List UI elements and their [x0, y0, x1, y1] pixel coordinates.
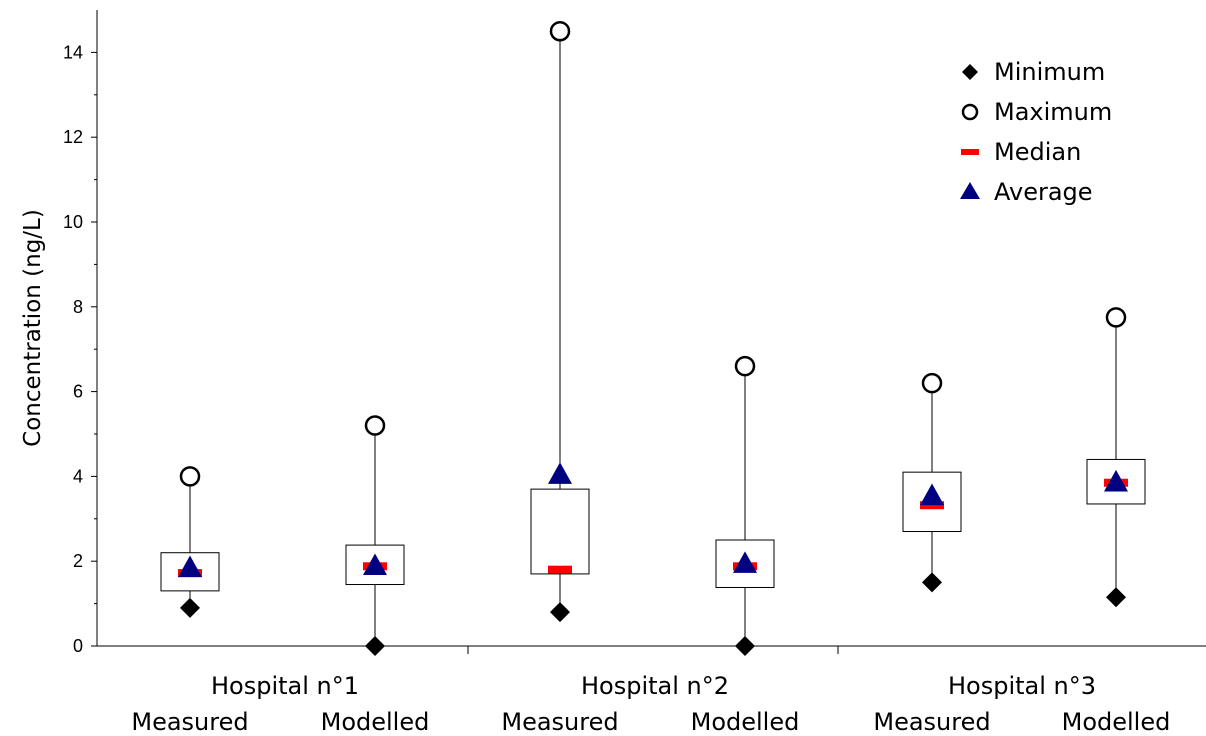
legend-label: Average: [994, 178, 1093, 206]
category-label: Measured: [873, 708, 990, 736]
category-label: Measured: [131, 708, 248, 736]
minimum-marker: [1106, 587, 1126, 608]
legend-item-min: Minimum: [962, 58, 1105, 86]
average-marker: [178, 555, 202, 578]
maximum-marker: [921, 372, 943, 394]
legend-circle-icon: [961, 103, 979, 121]
legend-item-median: Median: [961, 138, 1081, 166]
median-marker: [548, 565, 572, 574]
legend-dash-icon: [961, 149, 979, 155]
category-label: Modelled: [691, 708, 800, 736]
legend-item-max: Maximum: [961, 98, 1112, 126]
maximum-marker: [179, 466, 201, 487]
box-item: [1086, 307, 1146, 608]
minimum-marker: [922, 572, 942, 593]
category-label: Modelled: [1062, 708, 1171, 736]
minimum-marker: [365, 636, 385, 656]
box-item: [715, 355, 775, 656]
group-label: Hospital n°3: [948, 672, 1096, 700]
y-tick-label: 2: [73, 551, 83, 571]
legend: Minimum Maximum Median Average: [960, 58, 1112, 206]
maximum-marker: [734, 355, 756, 377]
legend-triangle-icon: [960, 182, 980, 199]
box-item: [530, 20, 590, 623]
y-tick-label: 14: [63, 42, 83, 62]
box-item: [345, 415, 405, 656]
legend-label: Median: [994, 138, 1081, 166]
legend-label: Maximum: [994, 98, 1112, 126]
category-label: Measured: [501, 708, 618, 736]
box-item: [160, 466, 220, 618]
legend-diamond-icon: [962, 64, 978, 80]
y-tick-label: 8: [73, 297, 83, 317]
average-marker: [920, 483, 944, 506]
average-marker: [1104, 469, 1128, 492]
y-tick-label: 0: [73, 636, 83, 656]
box-item: [902, 372, 962, 593]
average-marker: [733, 551, 757, 573]
minimum-marker: [735, 636, 755, 656]
axes: 0 2 4 6 8 10 12 14 Concentration (ng/L) Hospital …: [20, 10, 1206, 736]
legend-label: Minimum: [994, 58, 1105, 86]
minimum-marker: [550, 602, 570, 623]
minimum-marker: [180, 597, 200, 618]
maximum-marker: [549, 20, 571, 42]
median-marker: [920, 501, 944, 510]
y-tick-label: 10: [63, 212, 83, 232]
average-marker: [363, 553, 387, 576]
plot-area: [160, 20, 1146, 656]
maximum-marker: [1105, 307, 1127, 328]
y-tick-label: 12: [63, 127, 83, 147]
legend-item-average: Average: [960, 178, 1093, 206]
iqr-box: [530, 488, 590, 575]
average-marker: [548, 462, 572, 484]
category-label: Modelled: [321, 708, 430, 736]
maximum-marker: [364, 415, 386, 436]
y-tick-label: 4: [73, 466, 83, 486]
y-axis-label: Concentration (ng/L): [20, 209, 46, 447]
group-label: Hospital n°1: [211, 672, 359, 700]
y-tick-label: 6: [73, 382, 83, 402]
group-label: Hospital n°2: [581, 672, 729, 700]
